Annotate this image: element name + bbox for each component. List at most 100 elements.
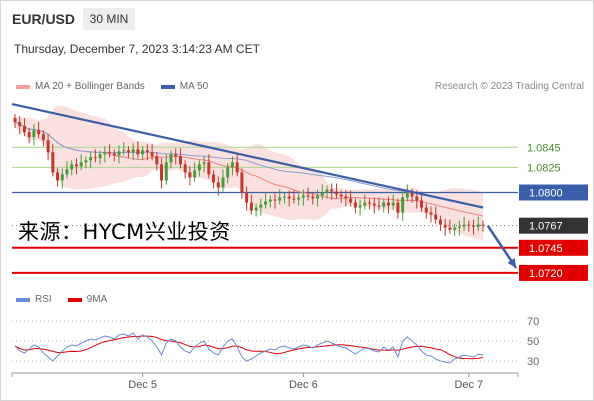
candle-body-87: [424, 207, 428, 213]
candle-body-37: [188, 172, 192, 178]
candle-body-59: [292, 198, 296, 200]
candle-body-35: [178, 156, 182, 165]
candle-body-96: [467, 224, 471, 226]
candle-body-70: [344, 196, 348, 199]
candle-body-90: [438, 219, 442, 225]
rsi-tick-1: 50: [527, 336, 539, 348]
legend-rsi-swatch: [16, 297, 30, 302]
instrument-title: EUR/USD: [12, 11, 76, 27]
candle-body-31: [160, 164, 164, 181]
candle-body-40: [202, 162, 206, 165]
x-tick-label-2: Dec 7: [454, 379, 483, 391]
candle-body-8: [51, 152, 55, 173]
candle-body-56: [278, 197, 282, 201]
level-label-5: 1.0720: [529, 268, 563, 280]
candle-body-95: [462, 224, 466, 227]
legend-ma50-label: MA 50: [179, 81, 209, 92]
candle-body-99: [481, 224, 485, 226]
candle-body-65: [320, 192, 324, 196]
candle-body-10: [60, 174, 64, 181]
rsi-9ma-line: [14, 335, 484, 360]
candle-body-42: [212, 174, 216, 183]
candle-body-68: [334, 191, 338, 195]
candle-body-64: [316, 195, 320, 199]
candle-body-69: [339, 194, 343, 197]
candle-body-74: [363, 202, 367, 206]
chart-legend: MA 20 + Bollinger Bands MA 50: [16, 81, 224, 92]
candle-body-52: [259, 204, 263, 208]
candle-body-43: [216, 182, 220, 188]
candle-body-11: [65, 169, 69, 175]
legend-rsi: RSI: [16, 294, 52, 305]
trendline: [11, 102, 484, 209]
candle-body-73: [358, 205, 362, 208]
candle-body-23: [122, 150, 126, 152]
legend-ma50: MA 50: [160, 81, 209, 92]
legend-rsi-label: RSI: [35, 294, 52, 305]
candle-body-32: [164, 162, 168, 181]
candle-body-58: [287, 196, 291, 199]
legend-ma20-label: MA 20 + Bollinger Bands: [35, 81, 145, 92]
candle-body-92: [448, 227, 452, 230]
candle-body-34: [174, 154, 178, 157]
rsi-tick-2: 30: [527, 356, 539, 368]
candle-body-47: [235, 162, 239, 173]
x-tick-label-1: Dec 6: [289, 379, 318, 391]
x-tick-label-0: Dec 5: [128, 379, 157, 391]
candle-body-62: [306, 195, 310, 197]
candle-body-44: [221, 177, 225, 188]
candle-body-60: [297, 197, 301, 200]
candle-body-93: [453, 227, 457, 230]
candle-body-28: [145, 150, 149, 153]
candle-body-86: [420, 200, 424, 208]
candle-body-84: [410, 192, 414, 197]
candle-body-6: [41, 134, 45, 141]
rsi-legend: RSI 9MA: [16, 294, 123, 305]
candle-body-36: [183, 164, 187, 173]
candle-body-24: [126, 150, 130, 153]
rsi-line: [14, 332, 484, 364]
legend-9ma: 9MA: [67, 294, 107, 305]
candle-body-91: [443, 224, 447, 228]
candle-body-61: [301, 195, 305, 198]
candle-body-38: [193, 170, 197, 178]
watermark-text: 来源：HYCM兴业投资: [18, 220, 231, 244]
candle-body-17: [93, 157, 97, 159]
level-box-2: [519, 184, 588, 201]
candle-body-89: [434, 214, 438, 220]
candle-body-88: [429, 212, 433, 215]
candle-body-71: [349, 198, 353, 203]
candle-body-82: [401, 197, 405, 213]
candle-body-22: [117, 151, 121, 156]
candle-body-27: [141, 150, 145, 155]
candle-body-26: [136, 149, 140, 155]
legend-ma50-swatch: [160, 84, 175, 89]
timeframe-badge[interactable]: 30 MIN: [83, 8, 135, 30]
candle-body-12: [70, 164, 74, 170]
candle-body-41: [207, 162, 211, 175]
candle-body-66: [325, 189, 329, 193]
bollinger-band: [15, 105, 483, 241]
level-label-0: 1.0845: [527, 142, 561, 154]
candle-body-49: [245, 192, 249, 203]
candle-body-0: [13, 118, 17, 123]
candle-body-4: [32, 130, 36, 138]
candle-body-97: [472, 225, 476, 227]
candle-body-9: [56, 172, 60, 181]
candle-body-1: [18, 122, 22, 127]
candle-body-79: [386, 202, 390, 206]
candle-body-53: [264, 201, 268, 205]
candle-body-51: [254, 207, 258, 211]
candle-body-75: [368, 202, 372, 204]
candle-body-55: [273, 199, 277, 201]
candle-body-39: [197, 164, 201, 171]
candle-body-67: [330, 189, 334, 192]
level-box-3: [519, 217, 588, 234]
level-box-4: [519, 239, 588, 256]
credit-text: Research © 2023 Trading Central: [434, 81, 584, 92]
candle-body-81: [396, 202, 400, 213]
forecast-arrow-head: [507, 258, 517, 268]
candle-body-72: [353, 202, 357, 208]
candle-body-21: [112, 153, 116, 156]
candle-body-80: [391, 202, 395, 206]
